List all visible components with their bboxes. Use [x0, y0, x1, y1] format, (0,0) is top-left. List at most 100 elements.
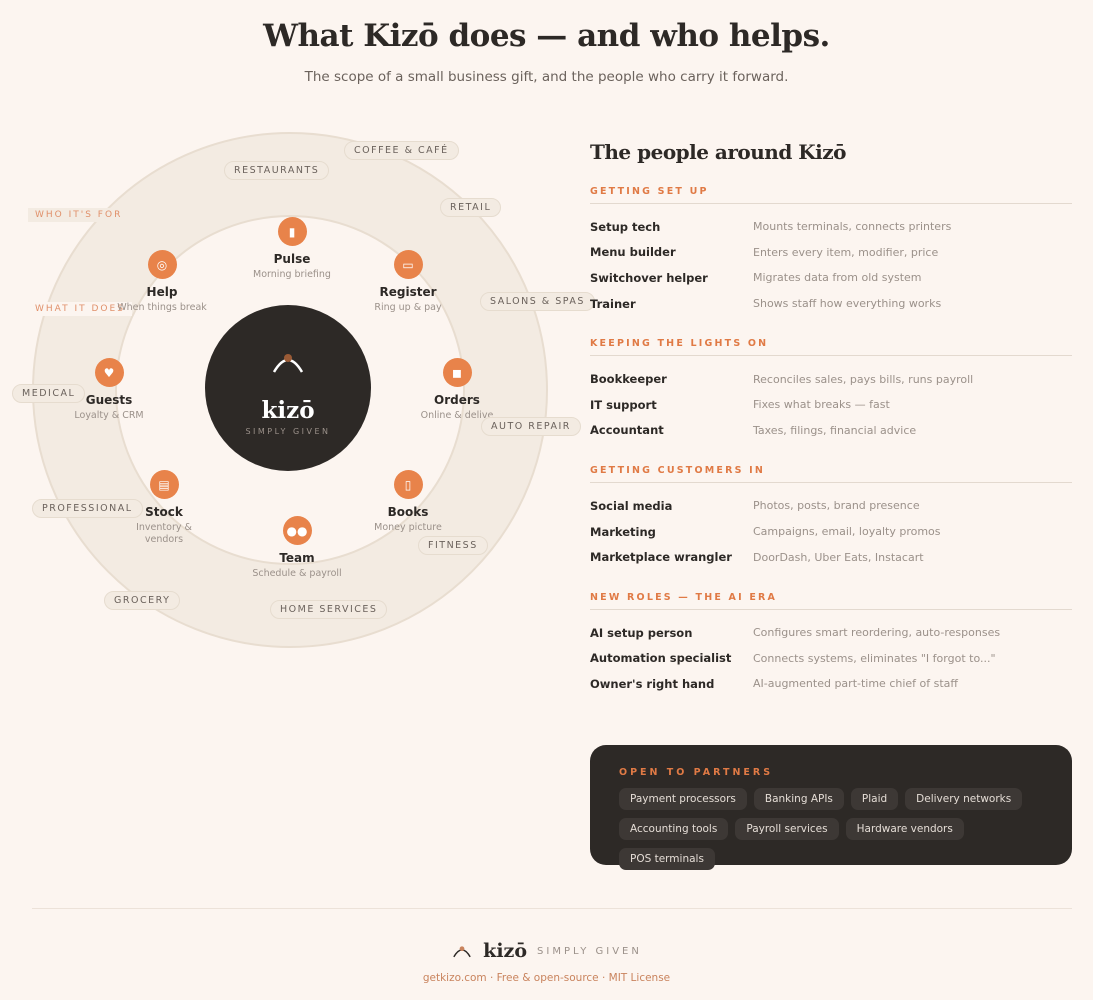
role-desc: AI-augmented part-time chief of staff: [753, 677, 958, 691]
industry-tag: SALONS & SPAS: [480, 292, 595, 311]
module-name: Team: [279, 551, 315, 565]
module-desc: Loyalty & CRM: [74, 410, 144, 421]
logo-wordmark: kizō: [261, 397, 315, 424]
role-name: AI setup person: [590, 625, 693, 640]
people-title: The people around Kizō: [590, 140, 846, 164]
role-desc: Campaigns, email, loyalty promos: [753, 525, 941, 539]
role-desc: Taxes, filings, financial advice: [753, 423, 917, 437]
role-desc: DoorDash, Uber Eats, Instacart: [753, 550, 924, 564]
notebook-icon: ▯: [393, 470, 423, 499]
people-section: NEW ROLES — THE AI ERA AI setup person Con…: [590, 592, 1072, 697]
role-name: Menu builder: [590, 245, 676, 260]
role-row: Automation specialist Connects systems, e…: [590, 646, 1072, 672]
kizo-arc-icon: [453, 946, 471, 958]
module-team[interactable]: ●● Team Schedule & payroll: [227, 516, 367, 580]
module-desc: Online & delive: [420, 410, 494, 421]
role-row: IT support Fixes what breaks — fast: [590, 392, 1072, 418]
role-row: Setup tech Mounts terminals, connects pri…: [590, 214, 1072, 240]
module-books[interactable]: ▯ Books Money picture: [338, 470, 478, 534]
module-name: Stock: [145, 505, 183, 519]
page-subtitle: The scope of a small business gift, and …: [304, 69, 789, 85]
section-heading: GETTING CUSTOMERS IN: [590, 465, 1072, 484]
center-logo: kizō SIMPLY GIVEN: [205, 305, 371, 471]
module-register[interactable]: ▭ Register Ring up & pay: [338, 250, 478, 314]
role-row: Bookkeeper Reconciles sales, pays bills, …: [590, 366, 1072, 392]
industry-tag: MEDICAL: [12, 384, 86, 403]
role-name: Owner's right hand: [590, 676, 715, 691]
module-desc: Schedule & payroll: [252, 568, 342, 579]
role-row: Trainer Shows staff how everything works: [590, 291, 1072, 317]
module-desc: Money picture: [374, 522, 442, 533]
module-pulse[interactable]: ▮ Pulse Morning briefing: [222, 217, 362, 281]
role-row: AI setup person Configures smart reorderi…: [590, 620, 1072, 646]
bar-chart-icon: ▮: [277, 217, 307, 246]
partner-chip: Accounting tools: [619, 818, 729, 840]
module-desc: Inventory & vendors: [136, 522, 192, 545]
people-section: GETTING CUSTOMERS IN Social media Photos, …: [590, 465, 1072, 570]
module-guests[interactable]: ♥ Guests Loyalty & CRM: [39, 358, 179, 422]
role-desc: Connects systems, eliminates "I forgot t…: [753, 651, 996, 665]
people-icon: ●●: [282, 516, 312, 545]
role-row: Owner's right hand AI-augmented part-time…: [590, 671, 1072, 697]
partner-chip: Plaid: [850, 788, 899, 810]
role-row: Menu builder Enters every item, modifier,…: [590, 240, 1072, 266]
partner-chip: Banking APIs: [753, 788, 844, 810]
footer: kizō SIMPLY GIVEN getkizo.com · Free & o…: [0, 940, 1093, 984]
role-name: Marketing: [590, 524, 656, 539]
package-icon: ◼: [442, 358, 472, 387]
people-section: KEEPING THE LIGHTS ON Bookkeeper Reconcile…: [590, 338, 1072, 443]
industry-tag: PROFESSIONAL: [32, 499, 143, 518]
module-desc: Ring up & pay: [374, 302, 442, 313]
module-help[interactable]: ◎ Help When things break: [92, 250, 232, 314]
role-name: Bookkeeper: [590, 372, 667, 387]
role-name: Automation specialist: [590, 651, 732, 666]
lifebuoy-icon: ◎: [147, 250, 177, 279]
industry-tag: RETAIL: [440, 198, 502, 217]
role-name: IT support: [590, 397, 657, 412]
partner-chip: Delivery networks: [905, 788, 1023, 810]
role-desc: Mounts terminals, connects printers: [753, 220, 952, 234]
industry-tag: AUTO REPAIR: [481, 417, 581, 436]
industry-tag: COFFEE & CAFÉ: [344, 141, 459, 160]
section-heading: NEW ROLES — THE AI ERA: [590, 592, 1072, 610]
partner-chip: Hardware vendors: [845, 818, 964, 840]
what-it-does-label: WHAT IT DOES: [28, 302, 132, 316]
people-panel: The people around Kizō GETTING SET UP Set…: [590, 140, 1072, 719]
role-name: Switchover helper: [590, 270, 708, 285]
module-orders[interactable]: ◼ Orders Online & delive: [387, 358, 527, 422]
industry-tag: HOME SERVICES: [270, 600, 388, 619]
heart-icon: ♥: [94, 358, 124, 387]
role-row: Marketplace wrangler DoorDash, Uber Eats,…: [590, 544, 1072, 570]
footer-logo: kizō: [483, 940, 528, 962]
module-name: Help: [146, 285, 178, 299]
partner-chip: POS terminals: [619, 848, 715, 870]
credit-card-icon: ▭: [393, 250, 423, 279]
industry-tag: FITNESS: [418, 536, 488, 555]
footer-links[interactable]: getkizo.com · Free & open-source · MIT L…: [422, 972, 671, 984]
partner-chip: Payment processors: [619, 788, 747, 810]
role-desc: Reconciles sales, pays bills, runs payro…: [753, 372, 974, 386]
module-name: Register: [379, 285, 437, 299]
role-name: Marketplace wrangler: [590, 550, 732, 565]
role-desc: Photos, posts, brand presence: [753, 499, 920, 513]
role-desc: Migrates data from old system: [753, 271, 922, 285]
partners-heading: OPEN TO PARTNERS: [619, 767, 774, 778]
industry-tag: RESTAURANTS: [224, 161, 330, 180]
role-row: Switchover helper Migrates data from old …: [590, 265, 1072, 291]
kizo-arc-icon: [272, 354, 304, 373]
module-stock[interactable]: ▤ Stock Inventory & vendors: [94, 470, 234, 546]
role-name: Social media: [590, 498, 673, 513]
role-row: Marketing Campaigns, email, loyalty promo…: [590, 519, 1072, 545]
module-name: Orders: [434, 393, 480, 407]
industry-tag: GROCERY: [104, 591, 181, 610]
module-name: Pulse: [273, 252, 311, 266]
role-row: Social media Photos, posts, brand presenc…: [590, 493, 1072, 519]
role-desc: Enters every item, modifier, price: [753, 245, 939, 259]
role-desc: Fixes what breaks — fast: [753, 398, 890, 412]
role-name: Trainer: [590, 296, 636, 311]
logo-tagline: SIMPLY GIVEN: [245, 427, 331, 436]
role-desc: Configures smart reordering, auto-respon…: [753, 626, 1001, 640]
module-desc: When things break: [117, 302, 207, 313]
partner-chip: Payroll services: [735, 818, 839, 840]
clipboard-icon: ▤: [149, 470, 179, 499]
